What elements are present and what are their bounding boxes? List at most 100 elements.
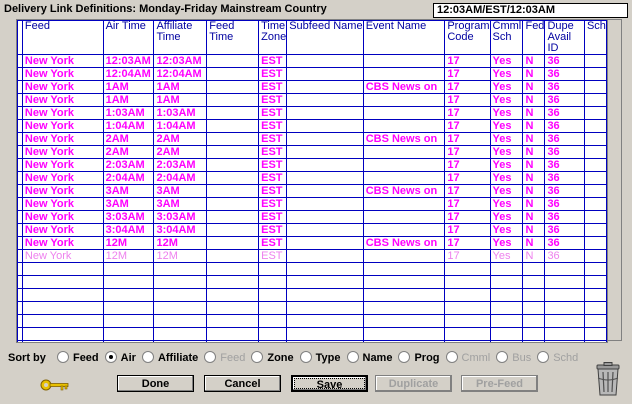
cell-cmml-sch[interactable]: Yes <box>489 132 524 146</box>
cell-fed[interactable]: N <box>522 223 546 237</box>
cell-feed[interactable]: New York <box>21 223 104 237</box>
cell-sch[interactable] <box>583 67 607 81</box>
empty-cell[interactable] <box>522 340 546 342</box>
cell-dupe-avail-id[interactable]: 36 <box>544 80 585 94</box>
radio-button[interactable] <box>251 351 264 364</box>
cell-feed[interactable]: New York <box>21 236 104 250</box>
cell-program-code[interactable]: 17 <box>444 106 491 120</box>
cell-air-time[interactable]: 2:03AM <box>102 158 155 172</box>
empty-cell[interactable] <box>362 327 446 341</box>
cell-program-code[interactable]: 17 <box>444 210 491 224</box>
cell-time-zone[interactable]: EST <box>258 145 288 159</box>
sort-option-prog[interactable]: Prog <box>398 351 440 364</box>
cell-fed[interactable]: N <box>522 132 546 146</box>
cell-fed[interactable]: N <box>522 67 546 81</box>
empty-cell[interactable] <box>362 288 446 302</box>
cell-sch[interactable] <box>583 171 607 185</box>
radio-button[interactable] <box>398 351 411 364</box>
empty-cell[interactable] <box>489 275 524 289</box>
cell-event-name[interactable]: CBS News on <box>362 132 446 146</box>
cell-fed[interactable]: N <box>522 158 546 172</box>
cell-cmml-sch[interactable]: Yes <box>489 223 524 237</box>
cell-feed-time[interactable] <box>206 119 260 133</box>
cell-feed-time[interactable] <box>206 223 260 237</box>
cell-affiliate-time[interactable]: 3:03AM <box>153 210 208 224</box>
cell-time-zone[interactable]: EST <box>258 171 288 185</box>
empty-cell[interactable] <box>21 275 104 289</box>
empty-cell[interactable] <box>258 262 288 276</box>
empty-cell[interactable] <box>102 327 155 341</box>
radio-button[interactable] <box>56 351 69 364</box>
empty-cell[interactable] <box>362 262 446 276</box>
cell-affiliate-time[interactable]: 3AM <box>153 197 208 211</box>
empty-cell[interactable] <box>544 327 585 341</box>
cell-feed[interactable]: New York <box>21 93 104 107</box>
radio-button[interactable] <box>537 351 550 364</box>
cell-air-time[interactable]: 12M <box>102 236 155 250</box>
done-button[interactable]: Done <box>117 375 194 392</box>
empty-cell[interactable] <box>206 275 260 289</box>
cell-cmml-sch[interactable]: Yes <box>489 119 524 133</box>
cell-time-zone[interactable]: EST <box>258 158 288 172</box>
cell-dupe-avail-id[interactable]: 36 <box>544 119 585 133</box>
cell-time-zone[interactable]: EST <box>258 119 288 133</box>
cell-dupe-avail-id[interactable]: 36 <box>544 132 585 146</box>
key-icon[interactable] <box>40 378 70 392</box>
cell-event-name[interactable] <box>362 106 446 120</box>
cell-fed[interactable]: N <box>522 236 546 250</box>
cell-feed[interactable]: New York <box>21 158 104 172</box>
cell-subfeed-name[interactable] <box>286 132 364 146</box>
delivery-links-grid[interactable]: Feed Air Time Affiliate Time Feed Time T… <box>16 19 608 343</box>
empty-cell[interactable] <box>286 275 364 289</box>
cell-cmml-sch[interactable]: Yes <box>489 184 524 198</box>
empty-cell[interactable] <box>444 340 491 342</box>
cell-time-zone[interactable]: EST <box>258 210 288 224</box>
cell-feed-time[interactable] <box>206 80 260 94</box>
cell-air-time[interactable]: 3AM <box>102 184 155 198</box>
cell-dupe-avail-id[interactable]: 36 <box>544 67 585 81</box>
table-row[interactable]: New York 2AM 2AM EST CBS News on 17 Yes N 36 <box>17 132 607 146</box>
table-row[interactable]: New York 1:04AM 1:04AM EST 17 Yes N 36 <box>17 119 607 133</box>
cell-event-name[interactable] <box>362 158 446 172</box>
empty-cell[interactable] <box>153 327 208 341</box>
cell-sch[interactable] <box>583 132 607 146</box>
cell-program-code[interactable]: 17 <box>444 119 491 133</box>
cell-sch[interactable] <box>583 93 607 107</box>
cell-sch[interactable] <box>583 197 607 211</box>
col-header-air-time[interactable]: Air Time <box>102 20 155 55</box>
cell-feed-time[interactable] <box>206 106 260 120</box>
time-field[interactable]: 12:03AM/EST/12:03AM <box>433 3 628 18</box>
cell-affiliate-time[interactable]: 2:03AM <box>153 158 208 172</box>
cell-time-zone[interactable]: EST <box>258 67 288 81</box>
cell-cmml-sch[interactable]: Yes <box>489 158 524 172</box>
cell-feed[interactable]: New York <box>21 80 104 94</box>
empty-cell[interactable] <box>21 327 104 341</box>
empty-cell[interactable] <box>258 327 288 341</box>
cell-event-name[interactable] <box>362 171 446 185</box>
sort-option-name[interactable]: Name <box>346 351 392 364</box>
cell-cmml-sch[interactable]: Yes <box>489 249 524 263</box>
cell-subfeed-name[interactable] <box>286 145 364 159</box>
cell-air-time[interactable]: 1:03AM <box>102 106 155 120</box>
cell-subfeed-name[interactable] <box>286 119 364 133</box>
cell-subfeed-name[interactable] <box>286 223 364 237</box>
empty-cell[interactable] <box>286 288 364 302</box>
empty-cell[interactable] <box>544 314 585 328</box>
cell-program-code[interactable]: 17 <box>444 145 491 159</box>
empty-row[interactable] <box>17 327 607 341</box>
empty-cell[interactable] <box>583 275 607 289</box>
cell-time-zone[interactable]: EST <box>258 236 288 250</box>
empty-cell[interactable] <box>286 340 364 342</box>
cell-time-zone[interactable]: EST <box>258 249 288 263</box>
cell-subfeed-name[interactable] <box>286 158 364 172</box>
cell-cmml-sch[interactable]: Yes <box>489 210 524 224</box>
empty-cell[interactable] <box>583 301 607 315</box>
sort-option-affiliate[interactable]: Affiliate <box>141 351 198 364</box>
radio-button[interactable] <box>141 351 154 364</box>
cell-event-name[interactable] <box>362 119 446 133</box>
empty-cell[interactable] <box>21 262 104 276</box>
cell-affiliate-time[interactable]: 2AM <box>153 132 208 146</box>
col-header-affiliate-time[interactable]: Affiliate Time <box>153 20 208 55</box>
cell-sch[interactable] <box>583 80 607 94</box>
cell-air-time[interactable]: 3:03AM <box>102 210 155 224</box>
